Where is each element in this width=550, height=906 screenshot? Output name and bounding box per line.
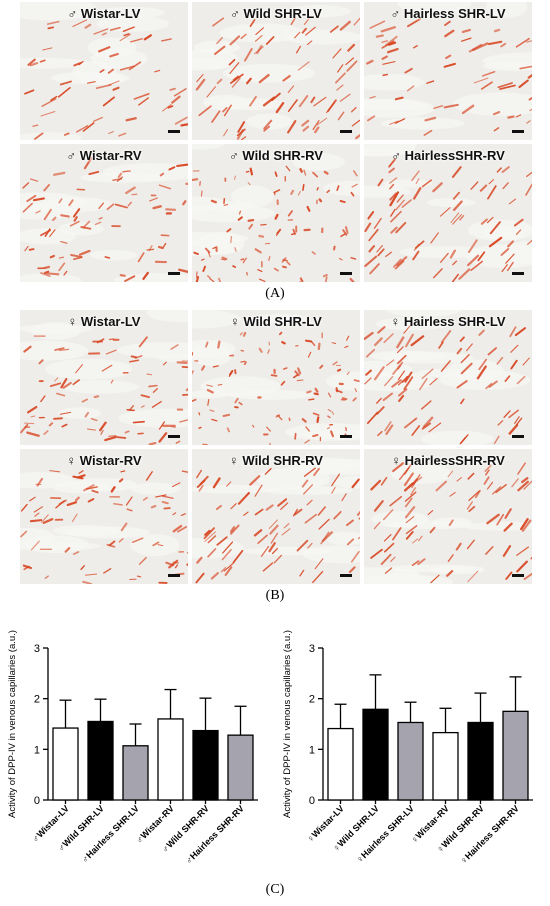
- tile-label: ♀ Wistar-RV: [66, 453, 142, 468]
- bar: [467, 721, 494, 801]
- bar: [327, 727, 354, 801]
- micrograph-tile: ♀ Wild SHR-LV: [192, 310, 360, 445]
- tile-label: ♂ Wild SHR-LV: [230, 6, 322, 21]
- tile-label: ♀ Wild SHR-RV: [229, 453, 323, 468]
- panel-a-letter: (A): [265, 286, 285, 301]
- y-tick-label: 3: [34, 643, 40, 655]
- y-tick-label: 2: [34, 694, 40, 706]
- scale-bar: [512, 574, 524, 577]
- scale-bar: [340, 574, 352, 577]
- bar: [432, 731, 459, 801]
- bar: [227, 734, 254, 801]
- tile-label: ♂ Wild SHR-RV: [229, 148, 323, 163]
- tile-label: ♂ Hairless SHR-LV: [390, 6, 506, 21]
- micrograph-tile: ♂ Hairless SHR-LV: [364, 2, 532, 140]
- micrograph-tile: ♀ Wistar-RV: [20, 449, 188, 584]
- micrograph-texture: [364, 449, 532, 584]
- bar: [52, 727, 79, 801]
- micrograph-texture: [364, 2, 532, 140]
- micrograph-tile: ♀ Wild SHR-RV: [192, 449, 360, 584]
- tile-label: ♂ HairlessSHR-RV: [391, 148, 505, 163]
- micrograph-tile: ♀ Hairless SHR-LV: [364, 310, 532, 445]
- micrograph-texture: [364, 310, 532, 445]
- micrograph-tile: ♂ HairlessSHR-RV: [364, 144, 532, 282]
- scale-bar: [512, 435, 524, 438]
- micrograph-tile: ♂ Wild SHR-LV: [192, 2, 360, 140]
- y-tick-label: 2: [309, 694, 315, 706]
- bar: [87, 720, 114, 801]
- scale-bar: [340, 272, 352, 275]
- y-tick-label: 3: [309, 643, 315, 655]
- x-category-label: ♂Hairless SHR-RV: [183, 803, 246, 866]
- chart-svg: Activity of DPP-IV in venous capillaries…: [7, 630, 258, 866]
- scale-bar: [168, 130, 180, 133]
- y-tick-label: 1: [34, 744, 40, 756]
- micrograph-tile: ♂ Wistar-RV: [20, 144, 188, 282]
- scale-bar: [168, 574, 180, 577]
- chart-svg: Activity of DPP-IV in venous capillaries…: [282, 630, 533, 866]
- micrograph-tile: ♀ Wistar-LV: [20, 310, 188, 445]
- bar: [502, 710, 529, 801]
- micrograph-texture: [20, 2, 188, 140]
- panel-c-letter: (C): [265, 882, 285, 897]
- scale-bar: [512, 130, 524, 133]
- tile-label: ♀ Wild SHR-LV: [230, 314, 322, 329]
- y-axis-title: Activity of DPP-IV in venous capillaries…: [282, 630, 293, 818]
- bar: [397, 721, 424, 801]
- micrograph-texture: [192, 310, 360, 445]
- micrograph-texture: [192, 144, 360, 282]
- tile-label: ♀ Wistar-LV: [67, 314, 141, 329]
- bar-chart-female: Activity of DPP-IV in venous capillaries…: [275, 608, 550, 880]
- tile-label: ♀ HairlessSHR-RV: [391, 453, 505, 468]
- bar: [362, 708, 389, 801]
- micrograph-texture: [20, 449, 188, 584]
- bar: [122, 745, 149, 801]
- panel-b-grid: ♀ Wistar-LV ♀ Wild SHR-LV ♀ Hairless SHR…: [20, 310, 532, 584]
- micrograph-tile: ♂ Wild SHR-RV: [192, 144, 360, 282]
- scale-bar: [340, 435, 352, 438]
- scale-bar: [512, 272, 524, 275]
- micrograph-texture: [192, 2, 360, 140]
- y-tick-label: 1: [309, 744, 315, 756]
- tile-label: ♂ Wistar-LV: [67, 6, 141, 21]
- micrograph-texture: [192, 449, 360, 584]
- y-axis-title: Activity of DPP-IV in venous capillaries…: [7, 630, 18, 818]
- bar-chart-male: Activity of DPP-IV in venous capillaries…: [0, 608, 275, 880]
- scale-bar: [168, 435, 180, 438]
- micrograph-texture: [20, 310, 188, 445]
- micrograph-tile: ♂ Wistar-LV: [20, 2, 188, 140]
- bar: [157, 718, 184, 801]
- y-tick-label: 0: [309, 795, 315, 807]
- panel-a-grid: ♂ Wistar-LV ♂ Wild SHR-LV ♂ Hairless SHR…: [20, 2, 532, 282]
- panel-b-letter: (B): [265, 588, 285, 603]
- scale-bar: [340, 130, 352, 133]
- micrograph-tile: ♀ HairlessSHR-RV: [364, 449, 532, 584]
- tile-label: ♀ Hairless SHR-LV: [390, 314, 506, 329]
- tile-label: ♂ Wistar-RV: [66, 148, 142, 163]
- micrograph-texture: [20, 144, 188, 282]
- micrograph-texture: [364, 144, 532, 282]
- scale-bar: [168, 272, 180, 275]
- bar: [192, 729, 219, 801]
- x-category-label: ♀Hairless SHR-RV: [458, 803, 521, 866]
- y-tick-label: 0: [34, 795, 40, 807]
